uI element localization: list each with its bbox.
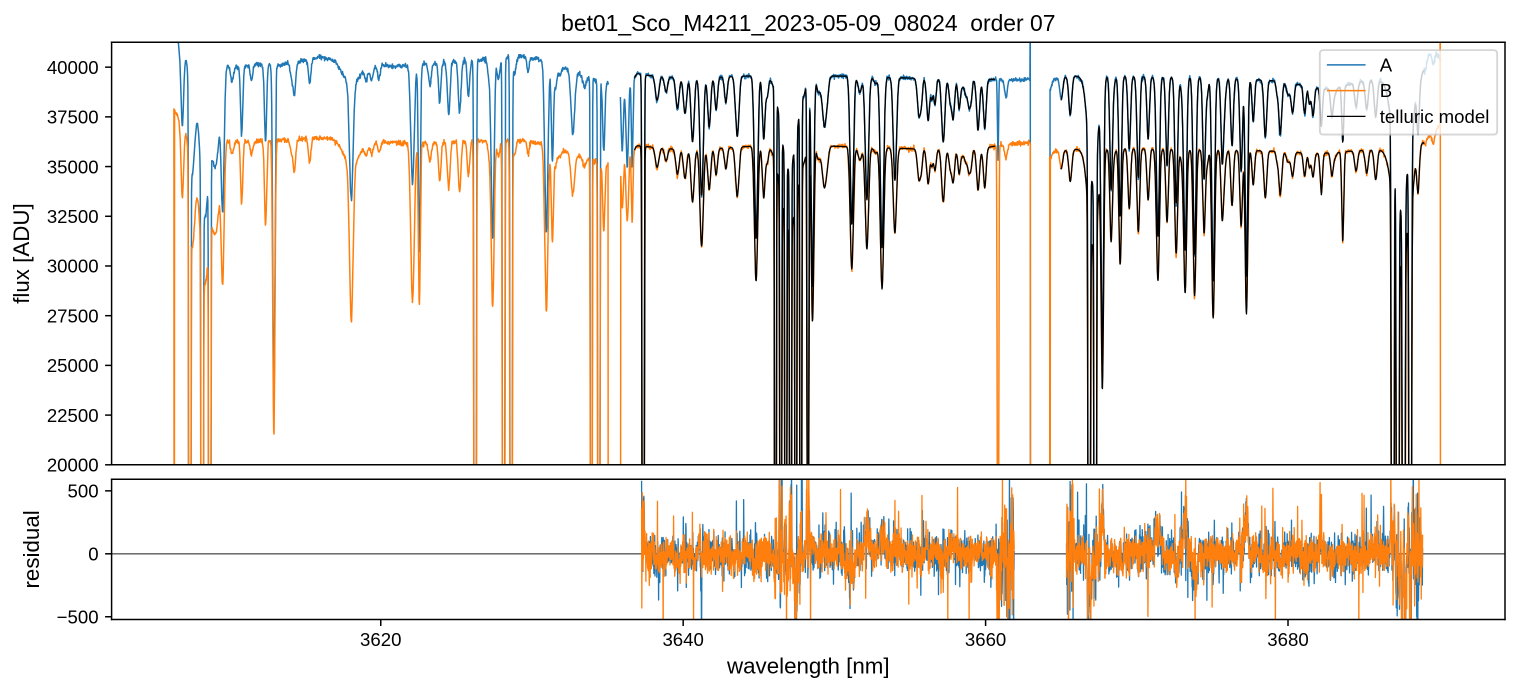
svg-text:residual: residual — [19, 510, 44, 588]
svg-text:bet01_Sco_M4211_2023-05-09_080: bet01_Sco_M4211_2023-05-09_08024 order 0… — [561, 10, 1055, 36]
svg-text:22500: 22500 — [47, 405, 99, 426]
svg-text:A: A — [1380, 54, 1393, 75]
svg-text:−500: −500 — [57, 607, 99, 628]
svg-text:20000: 20000 — [47, 455, 99, 476]
svg-text:wavelength [nm]: wavelength [nm] — [726, 654, 890, 679]
svg-text:0: 0 — [88, 544, 98, 565]
svg-text:3620: 3620 — [360, 629, 401, 650]
svg-text:3640: 3640 — [662, 629, 703, 650]
svg-text:25000: 25000 — [47, 355, 99, 376]
svg-text:flux [ADU]: flux [ADU] — [9, 203, 34, 304]
svg-text:32500: 32500 — [47, 206, 99, 227]
svg-text:35000: 35000 — [47, 156, 99, 177]
svg-text:27500: 27500 — [47, 305, 99, 326]
svg-text:37500: 37500 — [47, 107, 99, 128]
svg-text:3680: 3680 — [1267, 629, 1308, 650]
svg-text:30000: 30000 — [47, 256, 99, 277]
svg-text:40000: 40000 — [47, 57, 99, 78]
svg-text:B: B — [1380, 80, 1392, 101]
svg-text:telluric model: telluric model — [1380, 106, 1490, 127]
svg-text:3660: 3660 — [965, 629, 1006, 650]
svg-text:500: 500 — [68, 481, 99, 502]
